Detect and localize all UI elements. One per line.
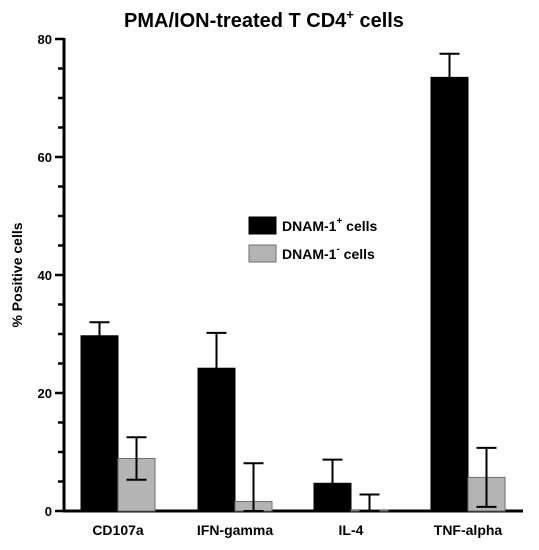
legend-label: DNAM-1+ cells <box>282 216 378 234</box>
y-tick-label: 20 <box>38 386 52 401</box>
legend: DNAM-1+ cells DNAM-1- cells <box>248 216 378 263</box>
plot-area: 0 20 40 60 80 CD107a IFN-gamma IL-4 TNF-alpha <box>38 32 523 538</box>
legend-label: DNAM-1- cells <box>282 244 375 262</box>
bar-dnam1-pos-cd107a <box>80 335 119 512</box>
y-tick-label: 40 <box>38 268 52 283</box>
y-tick-label: 60 <box>38 150 52 165</box>
x-tick-label: IFN-gamma <box>197 522 273 538</box>
x-tick-label: TNF-alpha <box>434 522 503 538</box>
bar-dnam1-pos-tnf-alpha <box>430 76 469 512</box>
y-axis-label: % Positive cells <box>9 222 25 327</box>
chart-title: PMA/ION-treated T CD4+ cells <box>124 7 404 32</box>
y-tick-label: 80 <box>38 32 52 47</box>
y-tick-label: 0 <box>45 504 52 519</box>
x-tick-label: CD107a <box>92 522 144 538</box>
legend-swatch <box>248 216 277 235</box>
bar-dnam1-pos-ifn-gamma <box>197 367 236 512</box>
x-tick-label: IL-4 <box>339 522 364 538</box>
legend-swatch <box>248 244 277 263</box>
